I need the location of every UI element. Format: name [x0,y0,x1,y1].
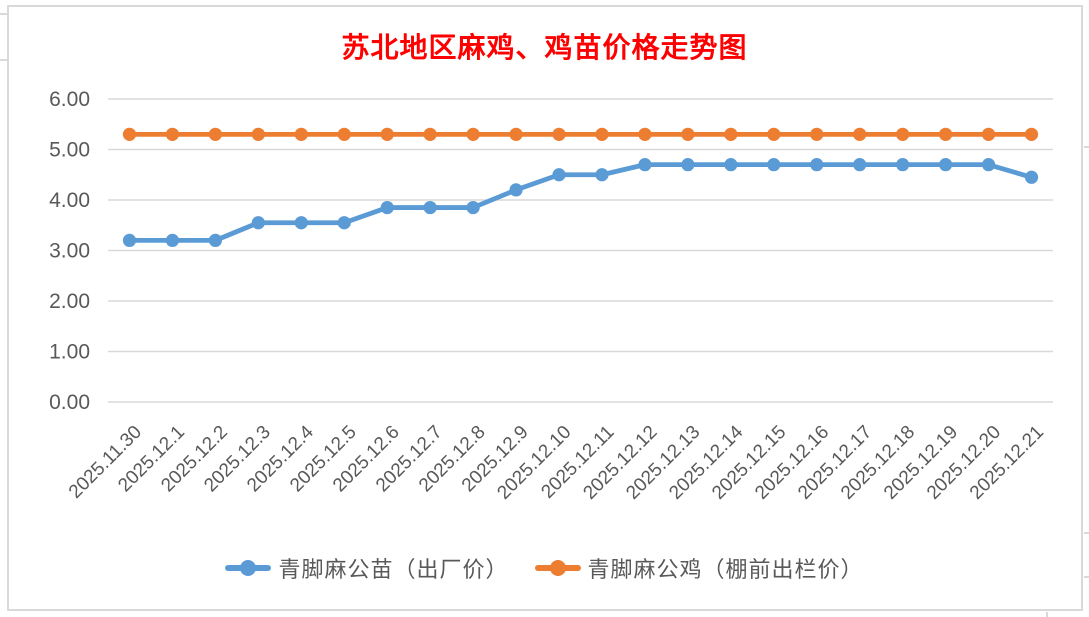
orange-line-marker-icon [534,559,581,577]
series-point-1 [466,127,480,141]
series-point-1 [939,127,953,141]
series-point-1 [337,127,351,141]
series-point-1 [251,127,265,141]
series-point-1 [767,127,781,141]
series-point-1 [896,127,910,141]
series-point-0 [466,200,480,215]
series-point-1 [724,127,738,141]
series-point-0 [638,158,652,172]
series-point-0 [165,233,180,247]
series-point-1 [294,127,308,141]
series-point-1 [853,127,867,141]
y-axis-tick-label: 4.00 [49,189,90,212]
series-point-0 [896,158,910,172]
series-point-0 [981,158,996,172]
legend-item-chick-seedling[interactable]: 青脚麻公苗（出厂价） [225,552,508,584]
legend: 青脚麻公苗（出厂价） 青脚麻公鸡（棚前出栏价） [0,552,1089,584]
series-point-0 [939,158,953,172]
series-point-0 [595,168,609,182]
series-point-0 [251,216,265,230]
legend-item-chicken[interactable]: 青脚麻公鸡（棚前出栏价） [534,552,864,584]
series-point-1 [681,127,695,141]
series-point-0 [681,158,695,172]
y-axis-tick-label: 5.00 [49,139,90,162]
series-point-0 [1024,170,1039,184]
series-point-0 [423,200,437,215]
series-point-0 [767,158,781,172]
blue-line-marker-icon [225,559,272,577]
chart-frame[interactable] [7,5,1083,611]
series-point-0 [208,233,222,247]
sheet-gridline-stub [1046,612,1048,617]
sheet-gridline-stub [1084,532,1089,534]
sheet-gridline-stub [1084,576,1089,578]
series-line-0 [127,162,1034,243]
series-point-0 [724,158,738,172]
series-point-0 [853,158,867,172]
y-axis-tick-label: 3.00 [49,240,90,263]
series-point-0 [509,183,523,197]
sheet-gridline-stub [0,59,7,61]
series-point-1 [638,127,652,141]
series-point-0 [380,200,394,215]
sheet-gridline-stub [0,13,7,15]
y-axis-tick-label: 2.00 [49,290,90,313]
series-point-1 [552,127,566,141]
series-point-1 [165,127,180,141]
y-axis-tick-label: 6.00 [49,88,90,111]
legend-label-chick-seedling: 青脚麻公苗（出厂价） [278,557,509,582]
series-point-0 [552,168,566,182]
series-point-0 [337,216,351,230]
sheet-gridline-stub [1084,146,1089,148]
series-point-1 [380,127,394,141]
series-point-1 [208,127,222,141]
series-point-1 [595,127,609,141]
series-point-1 [423,127,437,141]
series-point-1 [122,127,137,141]
series-point-0 [294,216,308,230]
series-point-0 [122,233,137,247]
series-point-1 [810,127,824,141]
legend-label-chicken: 青脚麻公鸡（棚前出栏价） [587,557,864,582]
y-axis-tick-label: 0.00 [49,391,90,414]
chart-title: 苏北地区麻鸡、鸡苗价格走势图 [341,31,748,64]
series-point-1 [509,127,523,141]
y-axis-tick-label: 1.00 [49,341,90,364]
series-point-1 [981,127,996,141]
series-point-0 [810,158,824,172]
series-point-1 [1024,127,1039,141]
